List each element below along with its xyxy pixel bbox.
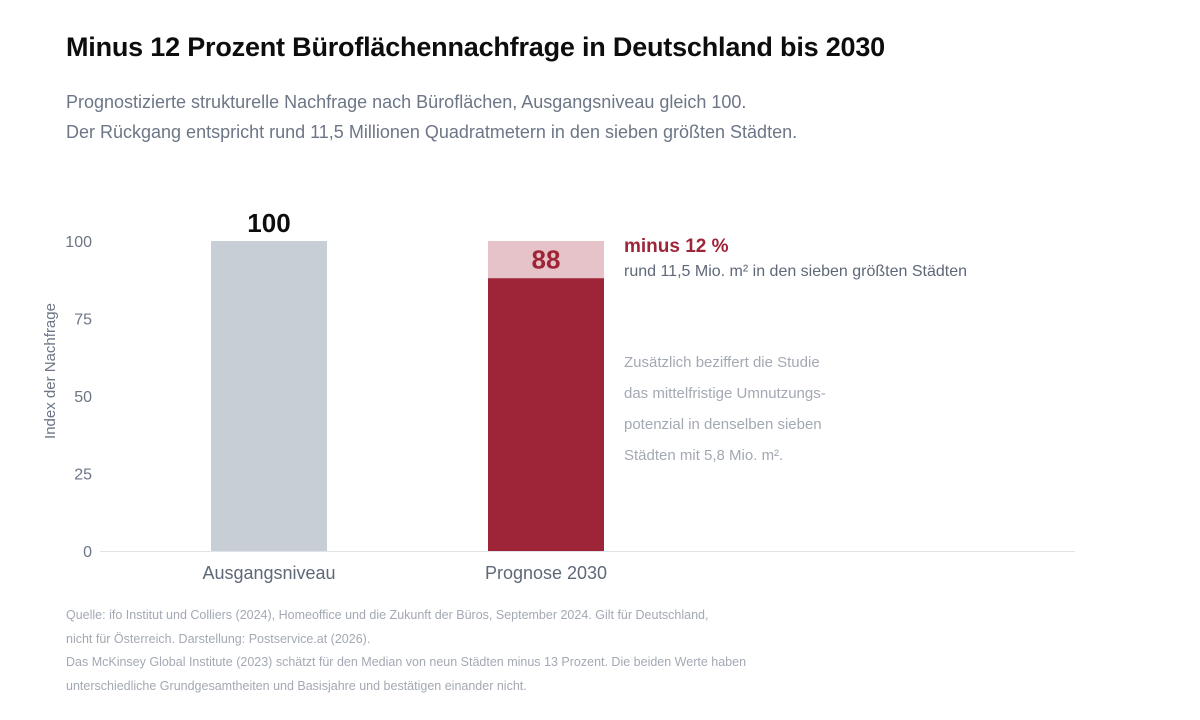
annotation-detail: rund 11,5 Mio. m² in den sieben größten …	[624, 263, 967, 280]
annotation-note-line-1: Zusätzlich beziffert die Studie	[624, 354, 820, 371]
y-tick-label-75: 75	[74, 312, 92, 329]
y-axis-label: Index der Nachfrage	[42, 303, 59, 439]
x-category-label-2: Prognose 2030	[485, 563, 607, 583]
footer-note-line-1: Das McKinsey Global Institute (2023) sch…	[66, 655, 747, 669]
bar-ausgangsniveau	[211, 241, 327, 551]
y-axis: 0 25 50 75 100	[65, 234, 92, 561]
annotation-note-line-4: Städten mit 5,8 Mio. m².	[624, 447, 783, 464]
annotation-note-line-3: potenzial in denselben sieben	[624, 416, 822, 433]
chart-subtitle-line-1: Prognostizierte strukturelle Nachfrage n…	[66, 92, 747, 112]
footer-source-line-1: Quelle: ifo Institut und Colliers (2024)…	[66, 608, 709, 622]
footer-note-line-2: unterschiedliche Grundgesamtheiten und B…	[66, 679, 527, 693]
y-tick-label-0: 0	[83, 544, 92, 561]
annotation-headline: minus 12 %	[624, 236, 729, 257]
annotation-note-line-2: das mittelfristige Umnutzungs-	[624, 385, 826, 402]
bar-segment-decline	[488, 241, 604, 279]
bars: 100 88 Ausgangsniveau Prognose 2030	[202, 208, 607, 583]
data-label-ausgangsniveau: 100	[247, 208, 290, 238]
chart-subtitle-line-2: Der Rückgang entspricht rund 11,5 Millio…	[66, 122, 798, 142]
y-tick-label-100: 100	[65, 234, 92, 251]
chart-title: Minus 12 Prozent Büroflächennachfrage in…	[66, 32, 885, 62]
y-tick-label-50: 50	[74, 389, 92, 406]
data-label-prognose-2030: 88	[532, 245, 561, 275]
bar-prognose-2030	[488, 278, 604, 551]
annotation: minus 12 % rund 11,5 Mio. m² in den sieb…	[624, 236, 967, 464]
footer-source-line-2: nicht für Österreich. Darstellung: Posts…	[66, 632, 371, 646]
x-category-label-1: Ausgangsniveau	[202, 563, 335, 583]
bar-chart: 0 25 50 75 100 Index der Nachfrage 100 88 Ausg…	[42, 208, 1075, 583]
y-tick-label-25: 25	[74, 467, 92, 484]
